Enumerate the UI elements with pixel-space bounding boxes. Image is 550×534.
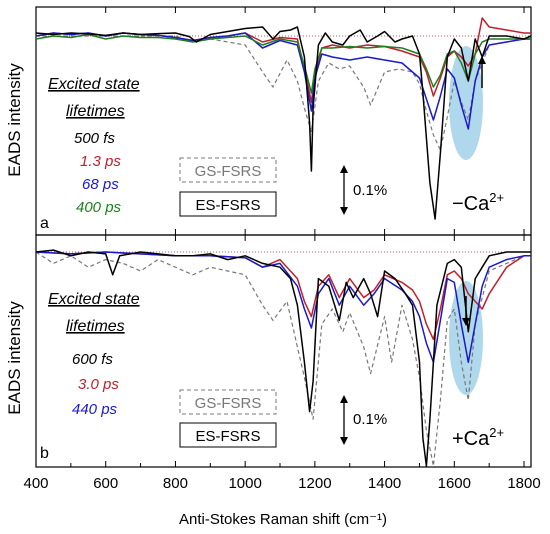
- x-tick-label: 1800: [507, 475, 540, 492]
- legend-entry-b-600fs: 600 fs: [72, 351, 113, 368]
- es-fsrs-box-b: [179, 422, 277, 448]
- condition-a: −Ca2+: [452, 190, 504, 215]
- panel-b-frame: [35, 234, 532, 468]
- legend-entry-a-68ps: 68 ps: [82, 176, 119, 193]
- legend-title-a-1: Excited state: [48, 76, 140, 93]
- legend-entry-a-400ps: 400 ps: [76, 199, 122, 216]
- legend-title-b-1: Excited state: [48, 291, 140, 308]
- x-tick-label: 1000: [228, 475, 261, 492]
- arrow-down-icon: [462, 296, 470, 326]
- highlight-b: [449, 281, 483, 395]
- series-line-b-600-fs: [35, 249, 531, 467]
- scale-label-a: 0.1%: [353, 182, 387, 199]
- scale-label-b: 0.1%: [353, 411, 387, 428]
- panel-b-plot: [35, 249, 531, 467]
- panel-letter-a: a: [40, 215, 49, 232]
- x-tick-label: 1400: [368, 475, 401, 492]
- legend-entry-b-3.0ps: 3.0 ps: [78, 376, 119, 393]
- x-tick-label: 1200: [298, 475, 331, 492]
- y-axis-label-bottom: EADS intensity: [5, 301, 24, 415]
- x-tick-label: 400: [23, 475, 48, 492]
- gs-fsrs-box-b: [179, 389, 277, 415]
- x-tick-label: 800: [163, 475, 188, 492]
- series-line-a-400-ps: [35, 33, 531, 94]
- legend-entry-b-440ps: 440 ps: [72, 401, 118, 418]
- x-axis: 400 600 800 1000 1200 1400 1600 1800: [23, 7, 541, 492]
- series-line-a-500-fs: [35, 26, 532, 220]
- arrow-up-icon: [478, 56, 486, 88]
- x-axis-label: Anti-Stokes Raman shift (cm⁻¹): [179, 511, 387, 528]
- y-axis-label-top: EADS intensity: [5, 63, 24, 177]
- legend-title-a-2: lifetimes: [66, 103, 125, 120]
- series-line-b-GS-FSRS: [35, 251, 531, 467]
- es-fsrs-label-a: ES-FSRS: [195, 197, 260, 214]
- scale-bar-a: [340, 165, 348, 215]
- series-line-b-440-ps: [35, 251, 531, 363]
- panel-letter-b: b: [40, 445, 49, 462]
- legend-entry-a-500fs: 500 fs: [74, 130, 115, 147]
- gs-fsrs-box-a: [179, 157, 277, 183]
- scale-bar-b: [340, 395, 348, 445]
- x-tick-label: 1600: [438, 475, 471, 492]
- gs-fsrs-label-a: GS-FSRS: [195, 163, 262, 180]
- legend-title-b-2: lifetimes: [66, 318, 125, 335]
- es-fsrs-label-b: ES-FSRS: [195, 428, 260, 445]
- panel-a-plot: [35, 17, 532, 220]
- highlight-a: [449, 46, 483, 160]
- condition-b: +Ca2+: [452, 425, 504, 450]
- gs-fsrs-label-b: GS-FSRS: [195, 395, 262, 412]
- es-fsrs-box-a: [179, 191, 277, 217]
- x-tick-label: 600: [93, 475, 118, 492]
- legend-entry-a-1.3ps: 1.3 ps: [80, 153, 121, 170]
